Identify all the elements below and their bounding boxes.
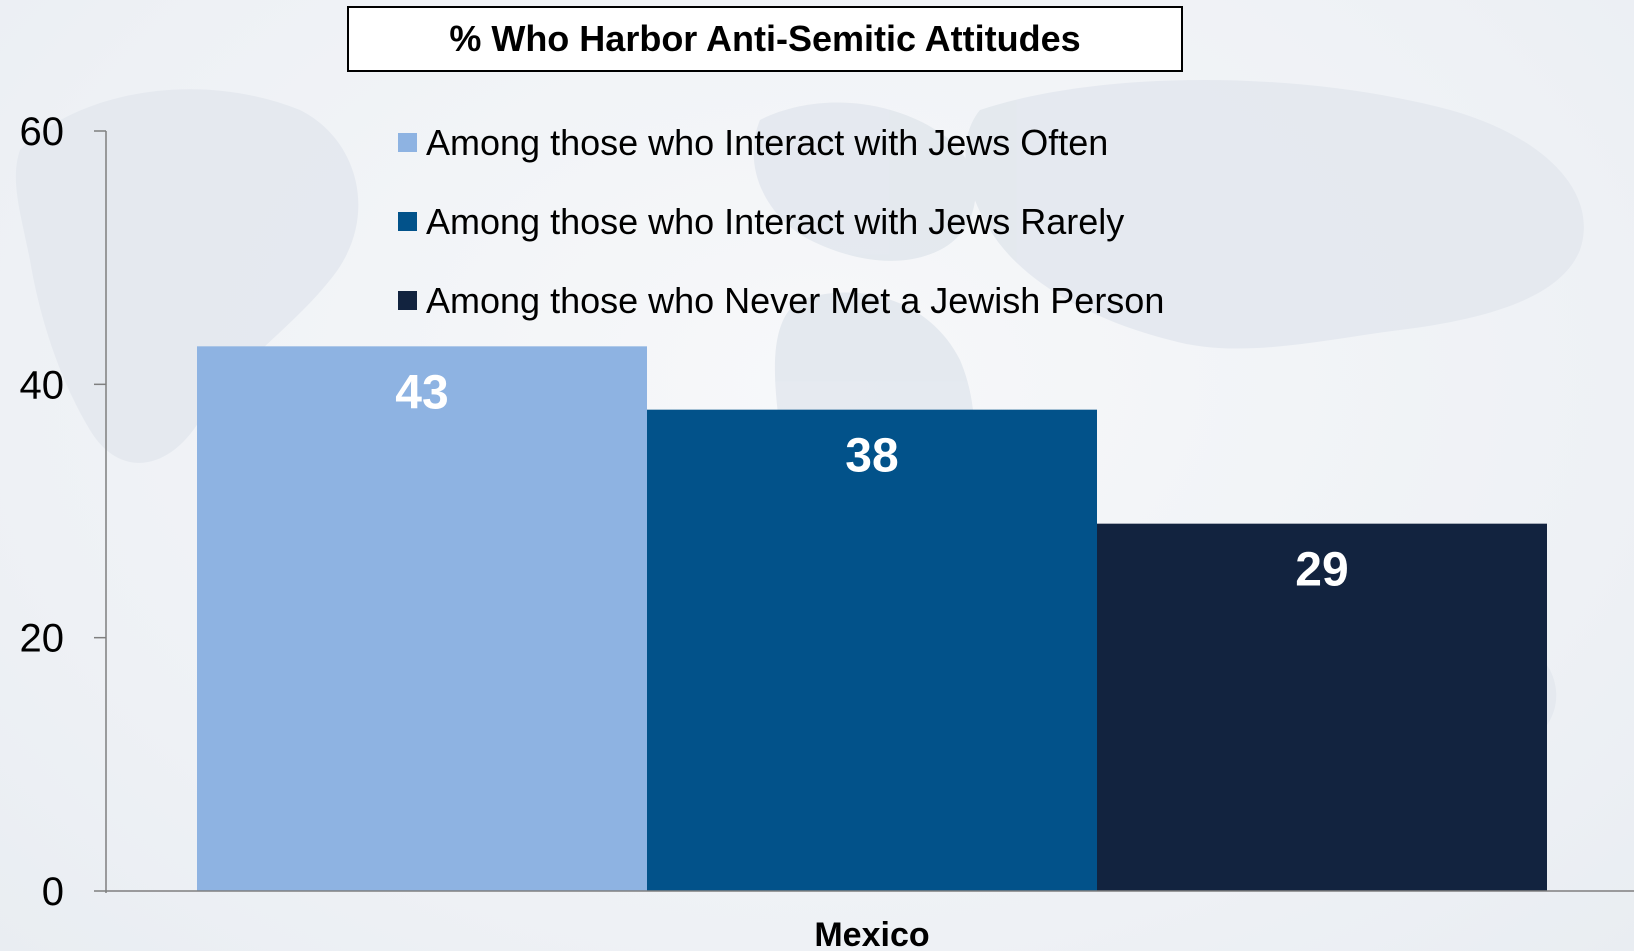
chart-title: % Who Harbor Anti-Semitic Attitudes (449, 18, 1081, 59)
legend-label-never: Among those who Never Met a Jewish Perso… (426, 279, 1165, 321)
legend-label-often: Among those who Interact with Jews Often (426, 121, 1109, 163)
bar-often (197, 346, 647, 891)
x-category-label: Mexico (814, 916, 929, 951)
y-tick-label: 60 (20, 110, 65, 154)
legend-label-rarely: Among those who Interact with Jews Rarel… (426, 200, 1125, 242)
y-tick-label: 20 (20, 617, 65, 661)
chart-title-box: % Who Harbor Anti-Semitic Attitudes (347, 6, 1183, 72)
data-label-never: 29 (1295, 544, 1348, 597)
bar-rarely (647, 409, 1097, 891)
legend-swatch-never (398, 291, 417, 310)
legend-item-often: Among those who Interact with Jews Often (398, 103, 1164, 182)
legend-item-rarely: Among those who Interact with Jews Rarel… (398, 182, 1164, 261)
legend-swatch-often (398, 133, 417, 152)
y-axis: 0 20 40 60 (20, 110, 107, 914)
data-label-often: 43 (395, 366, 448, 419)
bar-never (1097, 523, 1547, 891)
y-tick-label: 40 (20, 363, 65, 407)
bars (197, 346, 1547, 891)
legend: Among those who Interact with Jews Often… (398, 103, 1164, 340)
x-axis: Mexico (106, 890, 1634, 951)
data-labels: 43 38 29 (395, 366, 1348, 596)
data-label-rarely: 38 (845, 430, 898, 483)
legend-swatch-rarely (398, 212, 417, 231)
legend-item-never: Among those who Never Met a Jewish Perso… (398, 261, 1164, 340)
y-tick-label: 0 (42, 870, 64, 914)
